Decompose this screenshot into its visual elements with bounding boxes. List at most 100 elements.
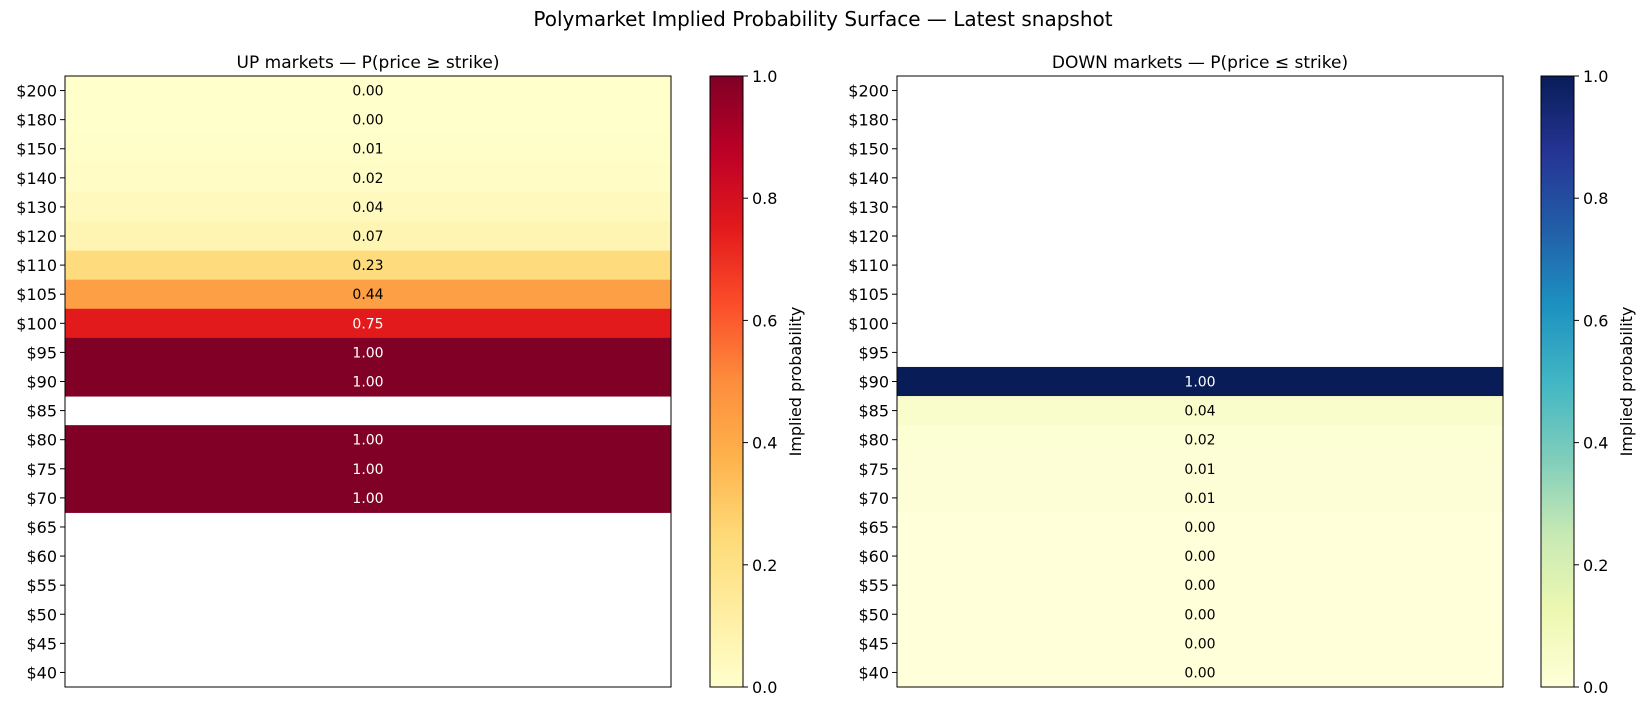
y-tick-label: $110 xyxy=(16,256,57,275)
cell-value-label: 0.02 xyxy=(1184,433,1215,449)
y-tick-label: $65 xyxy=(858,518,889,537)
y-tick-label: $150 xyxy=(16,140,57,159)
y-tick-label: $90 xyxy=(858,373,889,392)
colorbar-tick-label: 0.2 xyxy=(1583,556,1608,575)
heatmap-cell xyxy=(65,308,671,339)
colorbar-tick-label: 0.4 xyxy=(1583,434,1608,453)
heatmap-cell xyxy=(897,512,1503,543)
y-tick-label: $200 xyxy=(16,82,57,101)
y-tick-label: $200 xyxy=(848,82,889,101)
y-tick-label: $180 xyxy=(848,111,889,130)
heatmap-cell xyxy=(65,483,671,513)
heatmap-cell xyxy=(897,366,1503,397)
heatmap-cell xyxy=(65,454,671,484)
heatmap-cell xyxy=(897,396,1503,426)
y-tick-label: $130 xyxy=(848,198,889,217)
cell-value-label: 1.00 xyxy=(352,491,383,507)
y-tick-label: $95 xyxy=(26,343,57,362)
heatmap-cell xyxy=(897,483,1503,513)
heatmap-cell xyxy=(65,76,671,106)
cell-value-label: 0.44 xyxy=(352,287,383,303)
y-tick-label: $130 xyxy=(16,198,57,217)
heatmap-cell xyxy=(897,425,1503,455)
heatmap-cell xyxy=(897,657,1503,688)
cell-value-label: 0.00 xyxy=(1184,665,1215,681)
cell-value-label: 0.04 xyxy=(352,200,383,216)
colorbar-label: Implied probability xyxy=(1617,307,1636,457)
colorbar-tick-label: 0.0 xyxy=(1583,678,1608,697)
y-tick-label: $50 xyxy=(858,605,889,624)
y-tick-label: $180 xyxy=(16,111,57,130)
y-tick-label: $140 xyxy=(16,169,57,188)
heatmap-cell xyxy=(65,221,671,252)
y-tick-label: $100 xyxy=(848,314,889,333)
cell-value-label: 0.04 xyxy=(1184,404,1215,420)
heatmap-cell xyxy=(65,279,671,310)
colorbar-tick-label: 1.0 xyxy=(752,67,777,86)
cell-value-label: 0.23 xyxy=(352,258,383,274)
heatmap-cell xyxy=(65,134,671,164)
y-tick-label: $110 xyxy=(848,256,889,275)
colorbar-tick-label: 0.6 xyxy=(1583,311,1608,330)
colorbar-tick-label: 0.2 xyxy=(752,556,777,575)
y-tick-label: $105 xyxy=(848,285,889,304)
y-tick-label: $85 xyxy=(26,402,57,421)
y-tick-label: $105 xyxy=(16,285,57,304)
y-tick-label: $70 xyxy=(26,489,57,508)
heatmap-cell xyxy=(65,192,671,222)
heatmap-panel-2: 1.000.040.020.010.010.000.000.000.000.00… xyxy=(848,53,1636,697)
heatmap-cell xyxy=(65,337,671,368)
heatmap-cell xyxy=(65,425,671,455)
cell-value-label: 0.01 xyxy=(352,142,383,158)
figure-title: Polymarket Implied Probability Surface —… xyxy=(533,7,1113,31)
heatmap-cell xyxy=(897,454,1503,484)
cell-value-label: 0.01 xyxy=(1184,491,1215,507)
y-tick-label: $100 xyxy=(16,314,57,333)
cell-value-label: 1.00 xyxy=(352,462,383,478)
y-tick-label: $45 xyxy=(26,634,57,653)
y-tick-label: $75 xyxy=(858,460,889,479)
heatmap-cell xyxy=(65,163,671,193)
cell-value-label: 0.00 xyxy=(1184,578,1215,594)
cell-value-label: 0.00 xyxy=(352,84,383,100)
colorbar-tick-label: 0.0 xyxy=(752,678,777,697)
colorbar xyxy=(1540,75,1575,688)
cell-value-label: 0.07 xyxy=(352,229,383,245)
cell-value-label: 0.02 xyxy=(352,171,383,187)
heatmap-panel-1: 0.000.000.010.020.040.070.230.440.751.00… xyxy=(16,53,805,697)
heatmap-cell xyxy=(897,570,1503,601)
heatmap-cell xyxy=(65,105,671,135)
cell-value-label: 0.01 xyxy=(1184,462,1215,478)
y-tick-label: $40 xyxy=(26,663,57,682)
cell-value-label: 1.00 xyxy=(352,375,383,391)
colorbar xyxy=(709,75,744,688)
y-tick-label: $150 xyxy=(848,140,889,159)
y-tick-label: $80 xyxy=(858,431,889,450)
y-tick-label: $70 xyxy=(858,489,889,508)
y-tick-label: $65 xyxy=(26,518,57,537)
y-tick-label: $40 xyxy=(858,663,889,682)
colorbar-tick-label: 0.6 xyxy=(752,311,777,330)
y-tick-label: $55 xyxy=(26,576,57,595)
cell-value-label: 1.00 xyxy=(352,433,383,449)
y-tick-label: $60 xyxy=(858,547,889,566)
panel-title: UP markets — P(price ≥ strike) xyxy=(237,53,500,73)
y-tick-label: $45 xyxy=(858,634,889,653)
colorbar-label: Implied probability xyxy=(786,307,805,457)
y-tick-label: $50 xyxy=(26,605,57,624)
y-tick-label: $120 xyxy=(848,227,889,246)
colorbar-tick-label: 0.8 xyxy=(1583,189,1608,208)
cell-value-label: 0.00 xyxy=(1184,607,1215,623)
heatmap-cell xyxy=(65,250,671,281)
y-tick-label: $120 xyxy=(16,227,57,246)
y-tick-label: $90 xyxy=(26,373,57,392)
y-tick-label: $75 xyxy=(26,460,57,479)
cell-value-label: 1.00 xyxy=(1184,375,1215,391)
y-tick-label: $140 xyxy=(848,169,889,188)
y-tick-label: $55 xyxy=(858,576,889,595)
colorbar-tick-label: 0.4 xyxy=(752,434,777,453)
y-tick-label: $80 xyxy=(26,431,57,450)
panel-title: DOWN markets — P(price ≤ strike) xyxy=(1052,53,1348,73)
